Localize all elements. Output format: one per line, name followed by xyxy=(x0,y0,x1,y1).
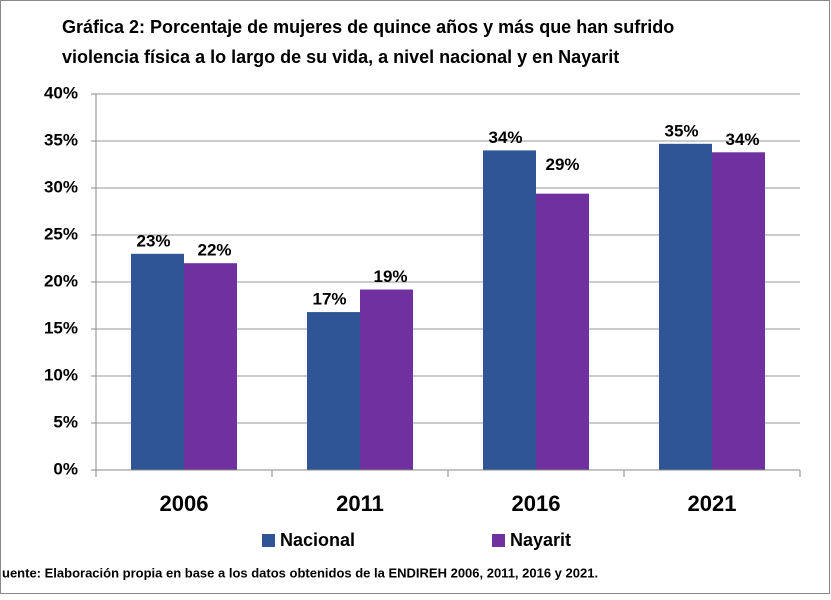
value-label: 17% xyxy=(312,290,346,309)
bar xyxy=(131,253,184,470)
legend-label: Nacional xyxy=(280,530,355,550)
source-note: uente: Elaboración propia en base a los … xyxy=(2,565,598,580)
bar xyxy=(659,143,712,470)
bar xyxy=(712,152,765,470)
bar xyxy=(184,263,237,470)
bar xyxy=(307,312,360,470)
y-tick-label: 25% xyxy=(44,224,78,243)
chart-title: violencia física a lo largo de su vida, … xyxy=(62,47,619,67)
x-tick-label: 2011 xyxy=(336,491,384,516)
legend-swatch xyxy=(492,534,505,547)
bar xyxy=(536,193,589,470)
y-tick-label: 35% xyxy=(44,130,78,149)
x-tick-label: 2006 xyxy=(160,491,209,516)
y-tick-label: 10% xyxy=(44,365,78,384)
y-tick-label: 5% xyxy=(53,412,78,431)
y-tick-label: 0% xyxy=(53,459,78,478)
y-tick-label: 15% xyxy=(44,318,78,337)
value-label: 22% xyxy=(197,241,231,260)
bar xyxy=(360,289,413,470)
value-label: 34% xyxy=(725,130,759,149)
y-tick-label: 20% xyxy=(44,271,78,290)
legend-label: Nayarit xyxy=(510,530,571,550)
y-tick-label: 30% xyxy=(44,177,78,196)
value-label: 19% xyxy=(373,267,407,286)
y-tick-label: 40% xyxy=(44,83,78,102)
chart-title: Gráfica 2: Porcentaje de mujeres de quin… xyxy=(62,17,674,37)
x-tick-label: 2021 xyxy=(688,491,737,516)
value-label: 29% xyxy=(545,155,579,174)
x-tick-label: 2016 xyxy=(512,491,561,516)
value-label: 23% xyxy=(136,231,170,250)
legend-swatch xyxy=(262,534,275,547)
bar xyxy=(483,150,536,470)
value-label: 34% xyxy=(488,128,522,147)
value-label: 35% xyxy=(664,121,698,140)
